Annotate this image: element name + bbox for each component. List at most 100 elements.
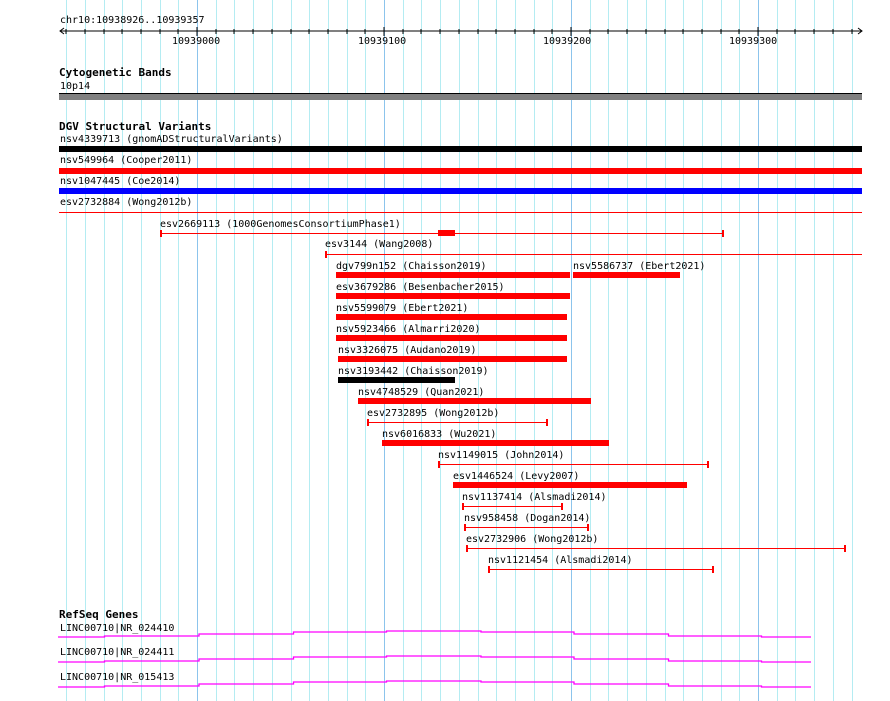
grid-line [608, 0, 609, 701]
variant-bar[interactable] [59, 188, 862, 194]
grid-line [852, 0, 853, 701]
gene-label: LINC00710|NR_015413 [60, 672, 175, 683]
ruler-tick-label: 10939300 [729, 36, 778, 47]
variant-bar[interactable] [338, 356, 567, 362]
variant-end-tick [438, 461, 440, 468]
gene-model[interactable] [58, 655, 811, 663]
grid-line [309, 0, 310, 701]
grid-line [739, 0, 740, 701]
grid-line [440, 0, 441, 701]
ruler-tick-label: 10939100 [358, 36, 407, 47]
grid-line [216, 0, 217, 701]
grid-line [104, 0, 105, 701]
variant-label: nsv5586737 (Ebert2021) [573, 261, 706, 272]
grid-line [496, 0, 497, 701]
variant-line[interactable] [466, 548, 845, 549]
variant-line[interactable] [367, 422, 547, 423]
ruler[interactable] [0, 26, 890, 38]
variant-label: esv1446524 (Levy2007) [453, 471, 580, 482]
grid-line [795, 0, 796, 701]
variant-label: esv2732906 (Wong2012b) [466, 534, 599, 545]
variant-bar[interactable] [358, 398, 591, 404]
variant-label: esv2732895 (Wong2012b) [367, 408, 500, 419]
grid-line [85, 0, 86, 701]
grid-line [141, 0, 142, 701]
variant-label: esv3144 (Wang2008) [325, 239, 434, 250]
variant-end-tick [488, 566, 490, 573]
grid-line [571, 0, 572, 701]
variant-end-tick [844, 545, 846, 552]
grid-line [160, 0, 161, 701]
grid-line [365, 0, 366, 701]
variant-bar[interactable] [453, 482, 687, 488]
variant-end-tick [367, 419, 369, 426]
cytoband-bar[interactable] [59, 93, 862, 100]
variant-end-tick [587, 524, 589, 531]
variant-end-tick [722, 230, 724, 237]
ruler-tick-label: 10939200 [543, 36, 592, 47]
grid-line [291, 0, 292, 701]
grid-line [478, 0, 479, 701]
variant-bar[interactable] [382, 440, 609, 446]
grid-line [234, 0, 235, 701]
grid-line [552, 0, 553, 701]
variant-bar[interactable] [59, 168, 862, 174]
grid-line [627, 0, 628, 701]
refseq-gene-models[interactable] [0, 630, 890, 700]
variant-label: esv2669113 (1000GenomesConsortiumPhase1) [160, 219, 401, 230]
variant-bar[interactable] [573, 272, 680, 278]
variant-end-tick [466, 545, 468, 552]
variant-line[interactable] [488, 569, 713, 570]
variant-end-tick [712, 566, 714, 573]
grid-line [421, 0, 422, 701]
track-title-dgv: DGV Structural Variants [59, 120, 212, 133]
track-title-refseq: RefSeq Genes [59, 608, 139, 621]
grid-line [590, 0, 591, 701]
variant-bar[interactable] [336, 293, 570, 299]
variant-line[interactable] [325, 254, 862, 255]
arrow-left-icon [59, 27, 65, 35]
variant-label: nsv4748529 (Quan2021) [358, 387, 485, 398]
grid-line [197, 0, 198, 701]
grid-line [777, 0, 778, 701]
variant-bar[interactable] [59, 146, 862, 152]
variant-bar[interactable] [336, 272, 570, 278]
variant-bar[interactable] [59, 212, 862, 213]
variant-label: nsv1137414 (Alsmadi2014) [462, 492, 607, 503]
variant-bar[interactable] [336, 314, 567, 320]
variant-bar[interactable] [438, 230, 455, 236]
variant-end-tick [160, 230, 162, 237]
variant-bar[interactable] [336, 335, 567, 341]
grid-line [66, 0, 67, 701]
grid-line [459, 0, 460, 701]
variant-end-tick [325, 251, 327, 258]
variant-end-tick [546, 419, 548, 426]
gene-model[interactable] [58, 630, 811, 638]
variant-label: nsv6016833 (Wu2021) [382, 429, 497, 440]
gene-model[interactable] [58, 680, 811, 688]
grid-line [646, 0, 647, 701]
gene-label: LINC00710|NR_024411 [60, 647, 175, 658]
variant-end-tick [707, 461, 709, 468]
variant-label: nsv5923466 (Almarri2020) [336, 324, 481, 335]
variant-line[interactable] [462, 506, 562, 507]
grid-line [833, 0, 834, 701]
variant-label: nsv1047445 (Coe2014) [60, 176, 181, 187]
gene-label: LINC00710|NR_024410 [60, 623, 175, 634]
grid-line [534, 0, 535, 701]
variant-bar[interactable] [338, 377, 455, 383]
variant-end-tick [464, 524, 466, 531]
grid-line [814, 0, 815, 701]
grid-line [665, 0, 666, 701]
grid-line [253, 0, 254, 701]
variant-line[interactable] [464, 527, 588, 528]
variant-label: dgv799n152 (Chaisson2019) [336, 261, 487, 272]
variant-line[interactable] [438, 464, 708, 465]
variant-label: nsv1121454 (Alsmadi2014) [488, 555, 633, 566]
grid-line [347, 0, 348, 701]
grid-line [515, 0, 516, 701]
variant-label: esv2732884 (Wong2012b) [60, 197, 193, 208]
grid-line [384, 0, 385, 701]
grid-line [758, 0, 759, 701]
